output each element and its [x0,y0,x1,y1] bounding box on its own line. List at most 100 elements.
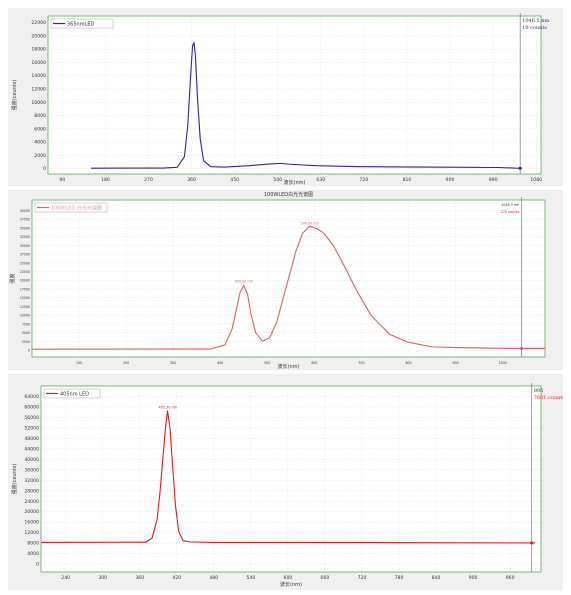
series-line [31,225,545,350]
x-tick-label: 900 [453,361,459,365]
cursor-x-readout: 1046.5 nm [522,18,549,24]
y-tick-label: 20000 [31,33,46,39]
y-tick-label: 40000 [24,457,39,463]
y-tick-label: 32500 [20,235,30,239]
y-tick-label: 56000 [24,415,39,421]
y-tick-label: 27500 [20,253,30,257]
y-tick-label: 40000 [20,209,30,213]
legend: 405nm LED [43,388,101,399]
y-tick-label: 8000 [34,113,46,119]
x-tick-label: 400 [217,361,223,365]
x-tick-label: 500 [264,361,270,365]
x-tick-label: 600 [311,361,317,365]
x-tick-label: 600 [284,575,293,581]
y-axis-title: 强度(counts) [11,464,18,495]
cursor-y-readout: 10 counts [522,25,547,31]
y-tick-label: 60000 [24,404,39,410]
y-tick-label: 37500 [20,218,30,222]
x-tick-label: 630 [316,177,325,183]
cursor-marker [530,541,534,545]
chart-white-led: 100 200 300 400 500 600 700 800 900 1000025005000… [9,191,546,370]
y-tick-label: 0 [28,349,30,353]
x-tick-label: 900 [469,575,478,581]
x-tick-label: 420 [172,575,181,581]
x-axis-title: 波长(nm) [278,363,300,370]
y-tick-label: 18000 [31,47,46,53]
plot-area [40,385,542,573]
x-tick-label: 450 [230,177,239,183]
legend-box [50,18,114,29]
x-tick-label: 360 [187,177,196,183]
x-tick-label: 90 [59,177,65,183]
cursor-y-readout: 7601 counts [534,395,563,401]
peak-annotation: 405.30 nm [159,406,178,410]
peak-annotation: 450.00 nm [235,279,254,283]
y-tick-label: 7500 [22,322,30,326]
x-tick-label: 700 [358,361,364,365]
y-tick-label: 25000 [20,261,30,265]
y-tick-label: 24000 [24,499,39,505]
y-tick-label: 17500 [20,287,30,291]
y-tick-label: 15000 [20,296,30,300]
y-tick-label: 32000 [24,478,39,484]
chart-title: 100WLED白光光谱图 [264,191,313,198]
y-tick-label: 12500 [20,305,30,309]
x-tick-label: 300 [98,575,107,581]
y-tick-label: 16000 [31,60,46,66]
y-axis-title: 强度 [9,273,16,283]
x-tick-label: 1080 [530,177,542,183]
y-tick-label: 52000 [24,425,39,431]
y-tick-label: 14000 [31,73,46,79]
y-tick-label: 10000 [31,100,46,106]
y-tick-label: 28000 [24,488,39,494]
y-tick-label: 8000 [27,541,39,547]
y-tick-label: 4000 [34,140,46,146]
x-tick-label: 360 [135,575,144,581]
x-tick-label: 800 [405,361,411,365]
x-tick-label: 720 [358,575,367,581]
y-tick-label: 12000 [24,530,39,536]
x-tick-label: 300 [170,361,176,365]
plot-area [47,15,542,175]
cursor-y-readout: 270 counts [501,210,520,214]
legend-box [43,388,101,399]
series-line [91,42,520,169]
x-tick-label: 100 [76,361,82,365]
x-tick-label: 780 [395,575,404,581]
y-tick-label: 44000 [24,446,39,452]
x-tick-label: 540 [273,177,282,183]
y-tick-label: 2000 [34,153,46,159]
chart-panel-405nm: 240 300 360 420 480 540 600 660 720 780 840 900 960 0… [8,374,563,590]
y-tick-label: 36000 [24,467,39,473]
chart-panel-white-led: 100 200 300 400 500 600 700 800 900 1000 0 2500 5000… [8,190,563,370]
x-tick-label: 960 [506,575,515,581]
y-tick-label: 16000 [24,520,39,526]
y-tick-label: 12000 [31,87,46,93]
x-tick-label: 900 [446,177,455,183]
y-tick-label: 30000 [20,244,30,248]
y-tick-label: 64000 [24,394,39,400]
x-tick-label: 810 [403,177,412,183]
cursor-x-readout: 995 [534,388,544,394]
y-tick-label: 4000 [27,551,39,557]
y-tick-label: 35000 [20,226,30,230]
x-tick-label: 660 [321,575,330,581]
y-axis-title: 强度(counts) [11,80,18,111]
legend-label: 405nm LED [60,391,89,397]
x-tick-label: 540 [246,575,255,581]
y-tick-label: 0 [36,562,39,568]
x-tick-label: 1000 [499,361,507,365]
chart-365nm: 90 180 270 360 450 540 630 720 810 900 990 1080 0 200… [11,13,549,186]
legend-box [34,202,108,213]
y-tick-label: 5000 [22,331,30,335]
x-tick-label: 990 [489,177,498,183]
y-tick-label: 22500 [20,270,30,274]
peak-annotation: 590.00 nm [300,222,319,226]
y-tick-label: 20000 [24,509,39,515]
y-tick-label: 2500 [22,340,30,344]
x-tick-label: 480 [209,575,218,581]
x-tick-label: 240 [61,575,70,581]
y-tick-label: 48000 [24,436,39,442]
x-axis-title: 波长(nm) [284,179,306,186]
x-tick-label: 180 [101,177,110,183]
